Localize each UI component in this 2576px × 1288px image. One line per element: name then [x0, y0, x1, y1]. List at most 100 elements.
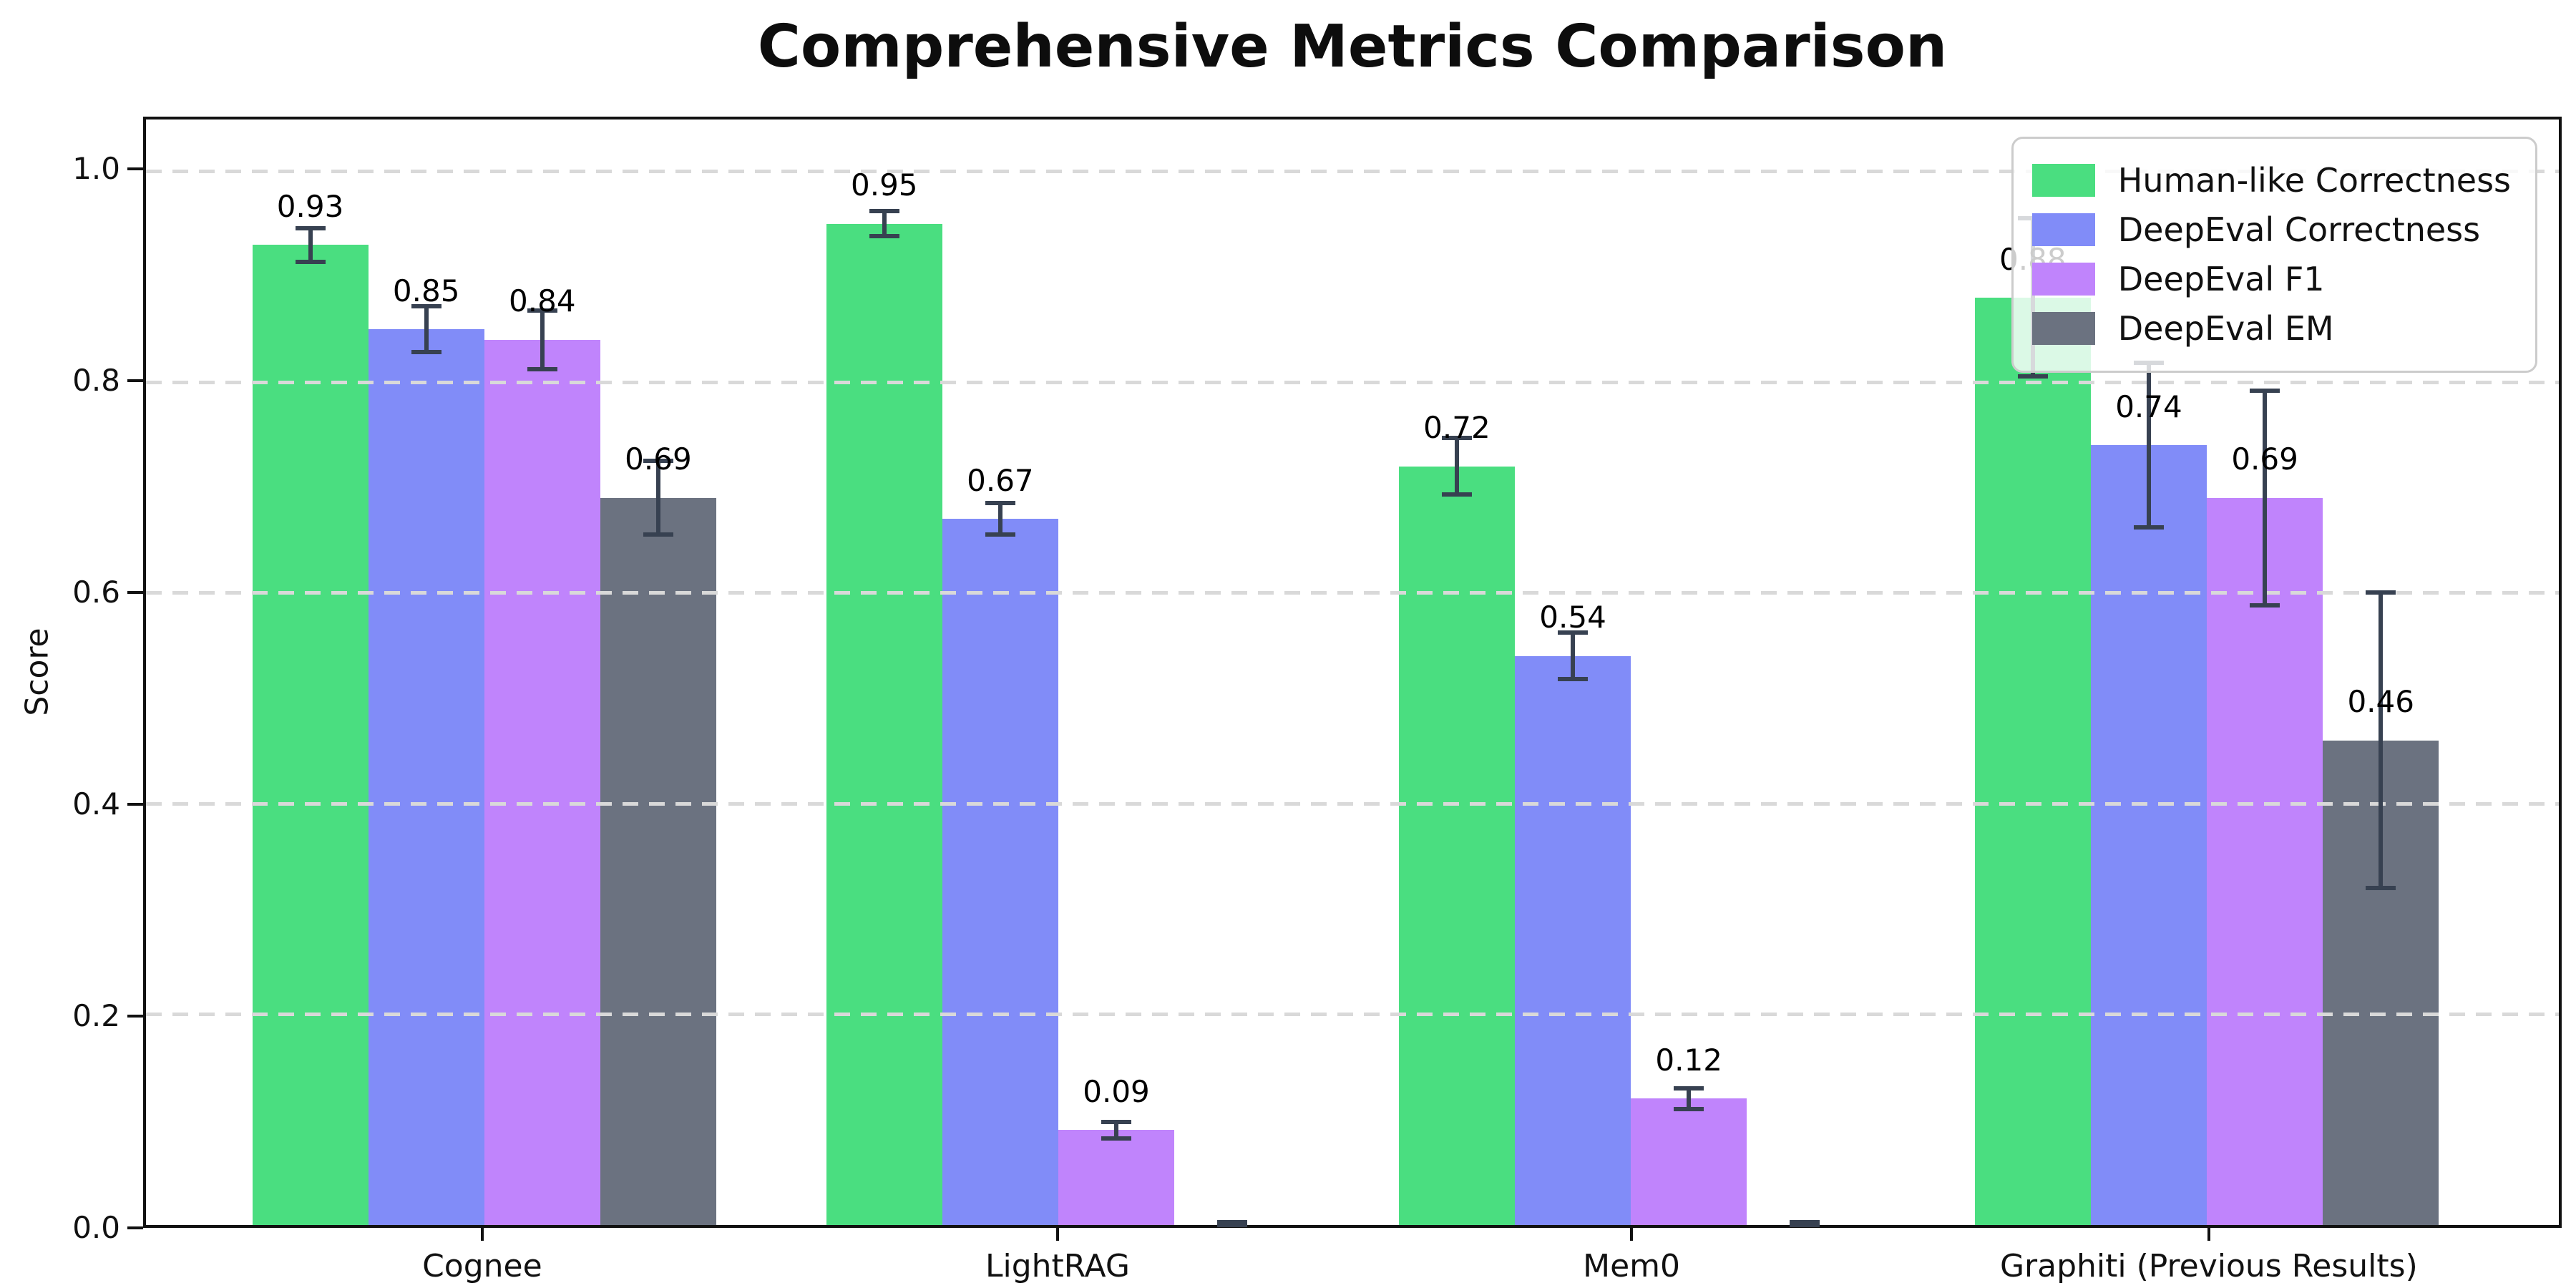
error-bar-line	[882, 211, 887, 237]
value-label: 0.67	[967, 462, 1034, 498]
y-tick-mark	[127, 167, 143, 170]
error-bar-cap-top	[1217, 1219, 1248, 1224]
error-bar-cap-top	[295, 225, 326, 230]
error-bar-cap-bottom	[1101, 1136, 1132, 1141]
error-bar-line	[2146, 363, 2151, 527]
error-bar-cap-bottom	[2017, 374, 2048, 379]
bar-mem0-s2	[1631, 1098, 1747, 1225]
grid-line	[146, 170, 2559, 174]
error-bar-line	[2263, 390, 2268, 605]
error-bar-cap-bottom	[1558, 677, 1589, 682]
error-bar-cap-top	[1101, 1119, 1132, 1124]
y-tick-mark	[127, 1014, 143, 1018]
x-tick-mark	[1055, 1228, 1059, 1241]
error-bar-cap-bottom	[295, 259, 326, 264]
error-bar-line	[2379, 592, 2384, 888]
bar-cognee-s3	[600, 497, 716, 1225]
legend-swatch	[2031, 164, 2095, 197]
value-label: 0.46	[2347, 684, 2414, 720]
bar-lightrag-s1	[942, 519, 1058, 1225]
error-bar-line	[308, 228, 313, 262]
x-tick-mark	[1630, 1228, 1634, 1241]
error-bar-cap-bottom	[1790, 1222, 1820, 1227]
error-bar-cap-bottom	[1217, 1222, 1248, 1227]
error-bar-cap-top	[1441, 435, 1472, 440]
error-bar-cap-bottom	[985, 532, 1015, 537]
bar-graphiti-s2	[2207, 497, 2323, 1225]
error-bar-line	[997, 503, 1002, 535]
grid-line	[146, 1013, 2559, 1017]
error-bar-cap-top	[411, 303, 441, 308]
bar-graphiti-s0	[1974, 297, 2091, 1225]
grid-line	[146, 801, 2559, 806]
legend-item-2: DeepEval F1	[2031, 259, 2511, 298]
bar-cognee-s2	[484, 339, 600, 1225]
x-tick-mark	[480, 1228, 484, 1241]
error-bar-cap-top	[527, 308, 557, 313]
bar-cognee-s1	[368, 329, 484, 1225]
error-bar-line	[540, 310, 545, 370]
legend: Human-like Correctness DeepEval Correctne…	[2011, 137, 2537, 373]
plot-area: 0.930.950.720.880.850.670.540.740.840.09…	[143, 117, 2562, 1228]
x-tick-label-2: Mem0	[1583, 1248, 1680, 1284]
error-bar-cap-top	[2366, 590, 2396, 595]
value-label: 0.12	[1655, 1042, 1722, 1078]
legend-item-0: Human-like Correctness	[2031, 161, 2511, 200]
legend-swatch	[2031, 312, 2095, 346]
error-bar-cap-bottom	[411, 350, 441, 355]
error-bar-cap-bottom	[2250, 602, 2280, 608]
error-bar-cap-bottom	[2366, 885, 2396, 890]
x-tick-label-1: LightRAG	[985, 1248, 1130, 1284]
error-bar-cap-top	[1558, 630, 1589, 635]
error-bar-cap-bottom	[2133, 525, 2164, 530]
error-bar-cap-top	[1674, 1085, 1704, 1091]
y-tick-label: 1.0	[72, 150, 120, 186]
value-label: 0.69	[625, 441, 692, 477]
error-bar-line	[655, 461, 660, 535]
legend-swatch	[2031, 213, 2095, 247]
legend-swatch	[2031, 263, 2095, 296]
value-label: 0.54	[1539, 600, 1606, 635]
y-tick-label: 0.2	[72, 997, 120, 1033]
bars-layer	[146, 119, 2559, 1225]
y-tick-label: 0.0	[72, 1210, 120, 1245]
bar-lightrag-s0	[826, 223, 942, 1225]
legend-label: DeepEval F1	[2117, 259, 2325, 298]
error-bar-cap-bottom	[869, 234, 899, 239]
error-bar-line	[1114, 1121, 1119, 1139]
value-label: 0.69	[2231, 441, 2298, 477]
y-tick-mark	[127, 590, 143, 594]
value-label: 0.85	[392, 273, 460, 308]
value-label: 0.93	[276, 188, 344, 224]
error-bar-cap-bottom	[527, 367, 557, 372]
error-bar-cap-bottom	[643, 532, 673, 537]
value-label: 0.72	[1423, 410, 1491, 446]
error-bar-cap-top	[2250, 388, 2280, 393]
error-bar-line	[1454, 437, 1459, 495]
y-tick-label: 0.8	[72, 362, 120, 398]
bar-lightrag-s2	[1058, 1130, 1175, 1225]
error-bar-cap-bottom	[1441, 492, 1472, 497]
legend-label: Human-like Correctness	[2117, 161, 2511, 200]
y-axis-label: Score	[19, 628, 56, 716]
y-tick-mark	[127, 379, 143, 382]
value-label: 0.74	[2115, 389, 2182, 424]
legend-label: DeepEval Correctness	[2117, 210, 2481, 249]
grid-layer	[146, 119, 2559, 1225]
legend-label: DeepEval EM	[2117, 308, 2334, 348]
y-tick-mark	[127, 802, 143, 806]
error-bar-line	[1571, 633, 1576, 680]
x-tick-mark	[2207, 1228, 2210, 1241]
error-bar-line	[1687, 1088, 1692, 1109]
error-bar-cap-top	[869, 209, 899, 214]
error-bar-cap-top	[643, 459, 673, 464]
value-label: 0.95	[850, 167, 918, 203]
y-tick-label: 0.6	[72, 574, 120, 610]
grid-line	[146, 380, 2559, 384]
error-bar-cap-top	[1790, 1219, 1820, 1224]
error-bar-cap-top	[985, 501, 1015, 506]
bar-cognee-s0	[252, 245, 369, 1225]
y-tick-label: 0.4	[72, 786, 120, 821]
legend-item-1: DeepEval Correctness	[2031, 210, 2511, 249]
